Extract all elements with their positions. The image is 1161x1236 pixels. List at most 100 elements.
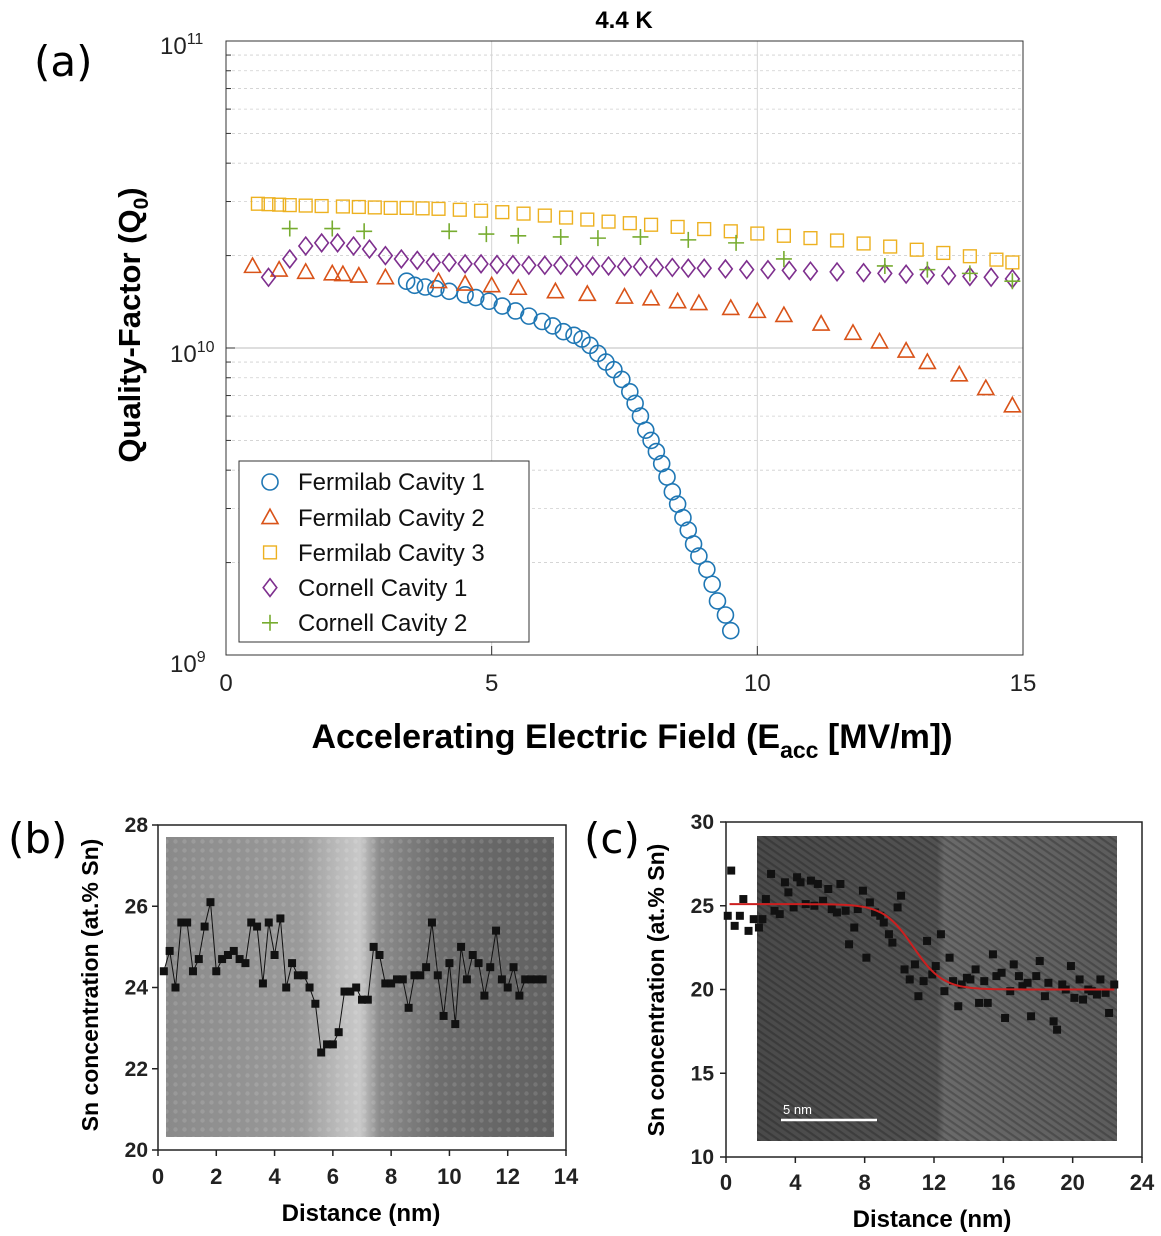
data-point: [351, 199, 366, 215]
data-point: [329, 232, 346, 253]
data-point: [819, 896, 828, 905]
data-point: [936, 245, 951, 261]
data-point: [177, 918, 186, 927]
data-point: [767, 869, 776, 878]
data-point: [451, 1020, 460, 1029]
data-point: [297, 235, 314, 257]
data-point: [441, 252, 457, 273]
data-point: [962, 249, 977, 264]
a-xtick-label: 10: [744, 670, 771, 697]
data-point: [250, 196, 265, 211]
data-point: [698, 560, 716, 579]
data-point: [537, 208, 552, 223]
data-point: [241, 959, 250, 968]
data-point: [806, 876, 815, 885]
data-point: [1001, 1013, 1010, 1022]
data-point: [377, 245, 394, 266]
data-point: [954, 1002, 963, 1011]
legend-label-fermilab-cavity-1: Fermilab Cavity 1: [298, 469, 485, 496]
data-point: [206, 898, 215, 907]
data-point: [1087, 987, 1096, 996]
data-point: [622, 216, 637, 231]
data-point: [877, 263, 893, 284]
data-point: [810, 901, 819, 910]
chart-b-marks: [159, 898, 547, 1057]
c-xtick-label: 0: [720, 1170, 732, 1195]
data-point: [1075, 975, 1084, 984]
data-point: [928, 970, 937, 979]
data-point: [404, 1003, 413, 1012]
c-xtick-label: 12: [922, 1170, 946, 1195]
data-point: [340, 987, 349, 996]
data-point: [758, 915, 767, 924]
data-point: [455, 274, 475, 291]
data-point: [770, 906, 779, 915]
data-point: [270, 951, 279, 959]
c-ytick-label: 25: [691, 895, 715, 918]
data-point: [532, 975, 541, 984]
data-point: [474, 959, 483, 968]
data-point: [305, 983, 314, 992]
data-point: [1032, 972, 1041, 981]
data-point: [281, 220, 298, 237]
data-point: [543, 317, 562, 335]
data-point: [648, 257, 665, 278]
data-point: [392, 975, 401, 984]
data-point: [431, 201, 446, 216]
b-xtick-label: 4: [268, 1164, 281, 1189]
data-point: [616, 256, 633, 277]
data-point: [992, 972, 1001, 981]
data-point: [527, 975, 536, 984]
data-point: [728, 234, 745, 251]
data-point: [558, 210, 574, 225]
data-point: [352, 983, 361, 992]
series-cornell-cavity-1: [260, 232, 1021, 289]
data-point: [931, 962, 940, 971]
data-point: [399, 200, 414, 215]
data-point: [313, 232, 330, 253]
data-point: [397, 272, 416, 291]
data-point: [387, 979, 396, 988]
data-point: [600, 255, 617, 277]
panel-label-a: (a): [34, 37, 93, 86]
data-point: [983, 267, 999, 288]
data-point: [730, 921, 739, 930]
chart-c-x-tick-labels: 0 4 8 12 16 20 24: [720, 1170, 1155, 1195]
data-point: [843, 323, 863, 341]
data-point: [367, 200, 382, 215]
data-point: [427, 279, 445, 298]
data-point: [945, 953, 954, 962]
b-xtick-label: 6: [327, 1164, 339, 1189]
data-point: [744, 926, 753, 935]
data-point: [856, 236, 871, 251]
legend-label-cornell-cavity-1: Cornell Cavity 1: [298, 575, 467, 602]
data-point: [829, 261, 845, 282]
data-point: [311, 999, 320, 1008]
data-point: [980, 977, 989, 986]
series-fermilab-cavity-1: [397, 272, 740, 640]
data-point: [473, 203, 489, 218]
data-point: [552, 255, 569, 276]
c-xtick-label: 24: [1130, 1170, 1155, 1195]
data-point: [1058, 980, 1067, 989]
data-point: [334, 1028, 343, 1037]
data-point: [696, 258, 713, 279]
data-point: [883, 239, 898, 254]
data-point: [684, 535, 703, 553]
data-point: [1040, 992, 1049, 1001]
chart-a-legend: Fermilab Cavity 1 Fermilab Cavity 2 Ferm…: [238, 460, 530, 643]
data-point: [747, 301, 767, 319]
data-point: [613, 370, 631, 389]
data-point: [441, 223, 458, 240]
data-point: [1079, 995, 1088, 1004]
data-point: [793, 873, 802, 882]
data-point: [910, 960, 919, 969]
data-point: [749, 915, 758, 924]
b-xtick-label: 8: [385, 1164, 397, 1189]
data-point: [988, 950, 997, 959]
data-point: [346, 987, 355, 996]
data-point: [335, 199, 350, 214]
data-point: [862, 953, 871, 962]
data-point: [689, 293, 709, 311]
data-point: [853, 905, 862, 914]
